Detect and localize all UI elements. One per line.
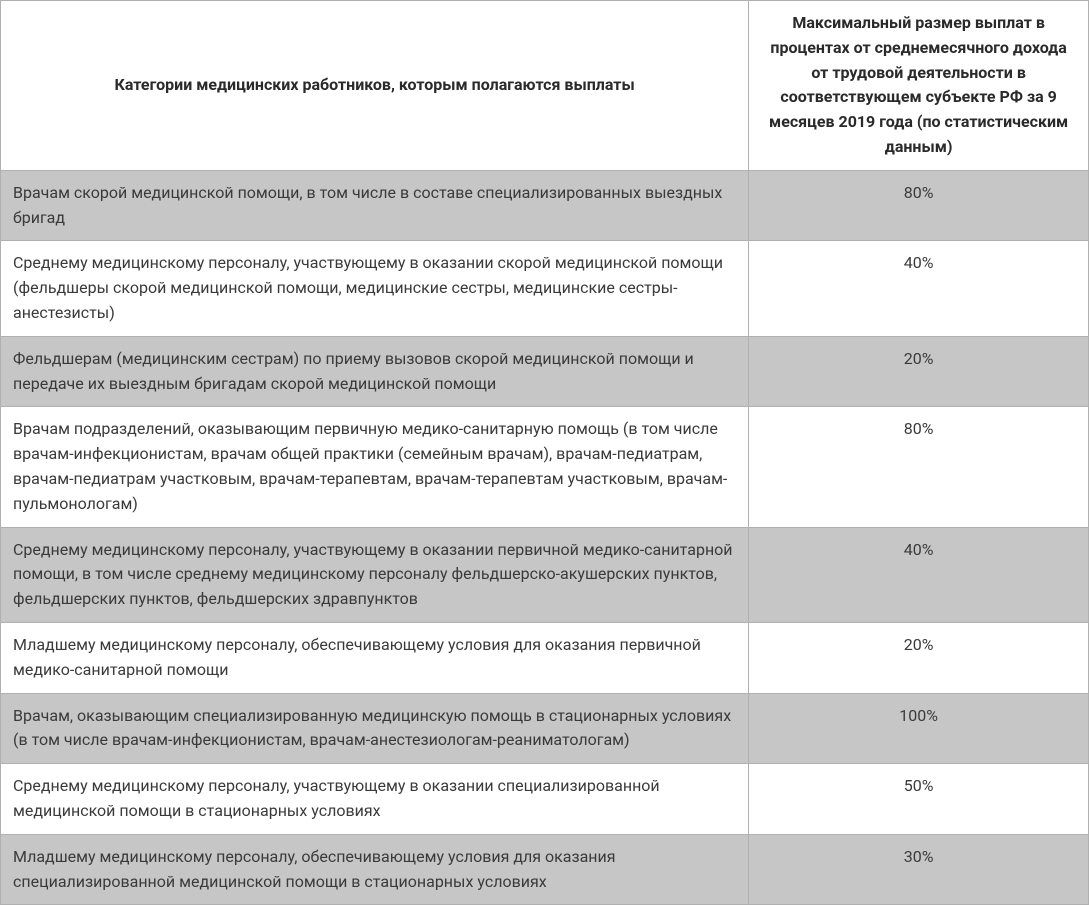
- cell-category: Среднему медицинскому персоналу, участву…: [1, 527, 749, 622]
- cell-category: Врачам подразделений, оказывающим первич…: [1, 407, 749, 527]
- table-row: Фельдшерам (медицинским сестрам) по прие…: [1, 336, 1089, 407]
- table-row: Врачам скорой медицинской помощи, в том …: [1, 170, 1089, 241]
- cell-value: 20%: [749, 622, 1089, 693]
- cell-value: 40%: [749, 241, 1089, 336]
- table-header-row: Категории медицинских работников, которы…: [1, 1, 1089, 171]
- cell-value: 20%: [749, 336, 1089, 407]
- cell-category: Фельдшерам (медицинским сестрам) по прие…: [1, 336, 749, 407]
- cell-value: 80%: [749, 407, 1089, 527]
- payments-table: Категории медицинских работников, которы…: [0, 0, 1089, 905]
- cell-value: 100%: [749, 693, 1089, 764]
- header-category: Категории медицинских работников, которы…: [1, 1, 749, 171]
- cell-value: 30%: [749, 834, 1089, 905]
- table-row: Среднему медицинскому персоналу, участву…: [1, 764, 1089, 835]
- cell-category: Врачам, оказывающим специализированную м…: [1, 693, 749, 764]
- table-row: Младшему медицинскому персоналу, обеспеч…: [1, 622, 1089, 693]
- table-row: Среднему медицинскому персоналу, участву…: [1, 241, 1089, 336]
- cell-value: 40%: [749, 527, 1089, 622]
- cell-value: 80%: [749, 170, 1089, 241]
- cell-category: Младшему медицинскому персоналу, обеспеч…: [1, 834, 749, 905]
- table-row: Врачам, оказывающим специализированную м…: [1, 693, 1089, 764]
- table-row: Среднему медицинскому персоналу, участву…: [1, 527, 1089, 622]
- cell-value: 50%: [749, 764, 1089, 835]
- cell-category: Среднему медицинскому персоналу, участву…: [1, 764, 749, 835]
- table-row: Младшему медицинскому персоналу, обеспеч…: [1, 834, 1089, 905]
- cell-category: Врачам скорой медицинской помощи, в том …: [1, 170, 749, 241]
- header-value: Максимальный размер выплат в процентах о…: [749, 1, 1089, 171]
- cell-category: Младшему медицинскому персоналу, обеспеч…: [1, 622, 749, 693]
- table-row: Врачам подразделений, оказывающим первич…: [1, 407, 1089, 527]
- cell-category: Среднему медицинскому персоналу, участву…: [1, 241, 749, 336]
